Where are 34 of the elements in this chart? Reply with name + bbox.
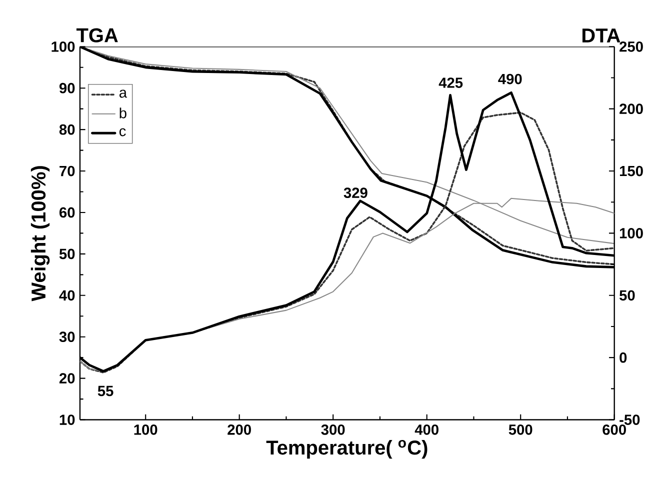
- y-tick-label: 20: [59, 373, 75, 384]
- y-tick-label: 50: [59, 248, 75, 260]
- legend-label: a: [119, 90, 128, 98]
- annotation: 490: [498, 74, 522, 84]
- y2-tick-label: -50: [620, 414, 640, 426]
- y-tick-label: 10: [60, 414, 75, 426]
- y2-tick-label: 50: [620, 290, 635, 301]
- y-tick-label: 60: [59, 207, 75, 218]
- text: DTA: [582, 28, 620, 42]
- y2-tick-label: 0: [620, 352, 627, 363]
- annotation: 55: [98, 386, 114, 396]
- y-tick-label: 100: [52, 42, 75, 52]
- annotation: 329: [344, 188, 368, 198]
- y-axis-title: Weight (100%): [30, 166, 50, 302]
- x-tick-label: 600: [602, 424, 626, 435]
- y2-tick-label: 100: [620, 228, 643, 239]
- y-tick-label: 30: [59, 332, 75, 342]
- x-tick-label: 400: [414, 424, 438, 435]
- legend-label: c: [119, 128, 126, 136]
- y-tick-label: 40: [59, 290, 75, 301]
- y-tick-label: 90: [59, 83, 75, 94]
- x-axis-title: Temperature( $^{o}$C): [266, 440, 428, 459]
- y2-tick-label: 150: [620, 166, 643, 176]
- x-tick-label: 300: [321, 424, 345, 436]
- x-tick-label: 100: [134, 424, 158, 435]
- y-tick-label: 80: [59, 124, 75, 135]
- text: TGA: [76, 28, 118, 42]
- y2-tick-label: 250: [620, 42, 643, 52]
- x-tick-label: 200: [228, 424, 251, 435]
- y2-tick-label: 200: [620, 104, 643, 114]
- legend-label: b: [120, 108, 126, 118]
- x-tick-label: 500: [508, 424, 532, 435]
- annotation: 425: [438, 78, 463, 88]
- y-tick-label: 70: [60, 166, 75, 176]
